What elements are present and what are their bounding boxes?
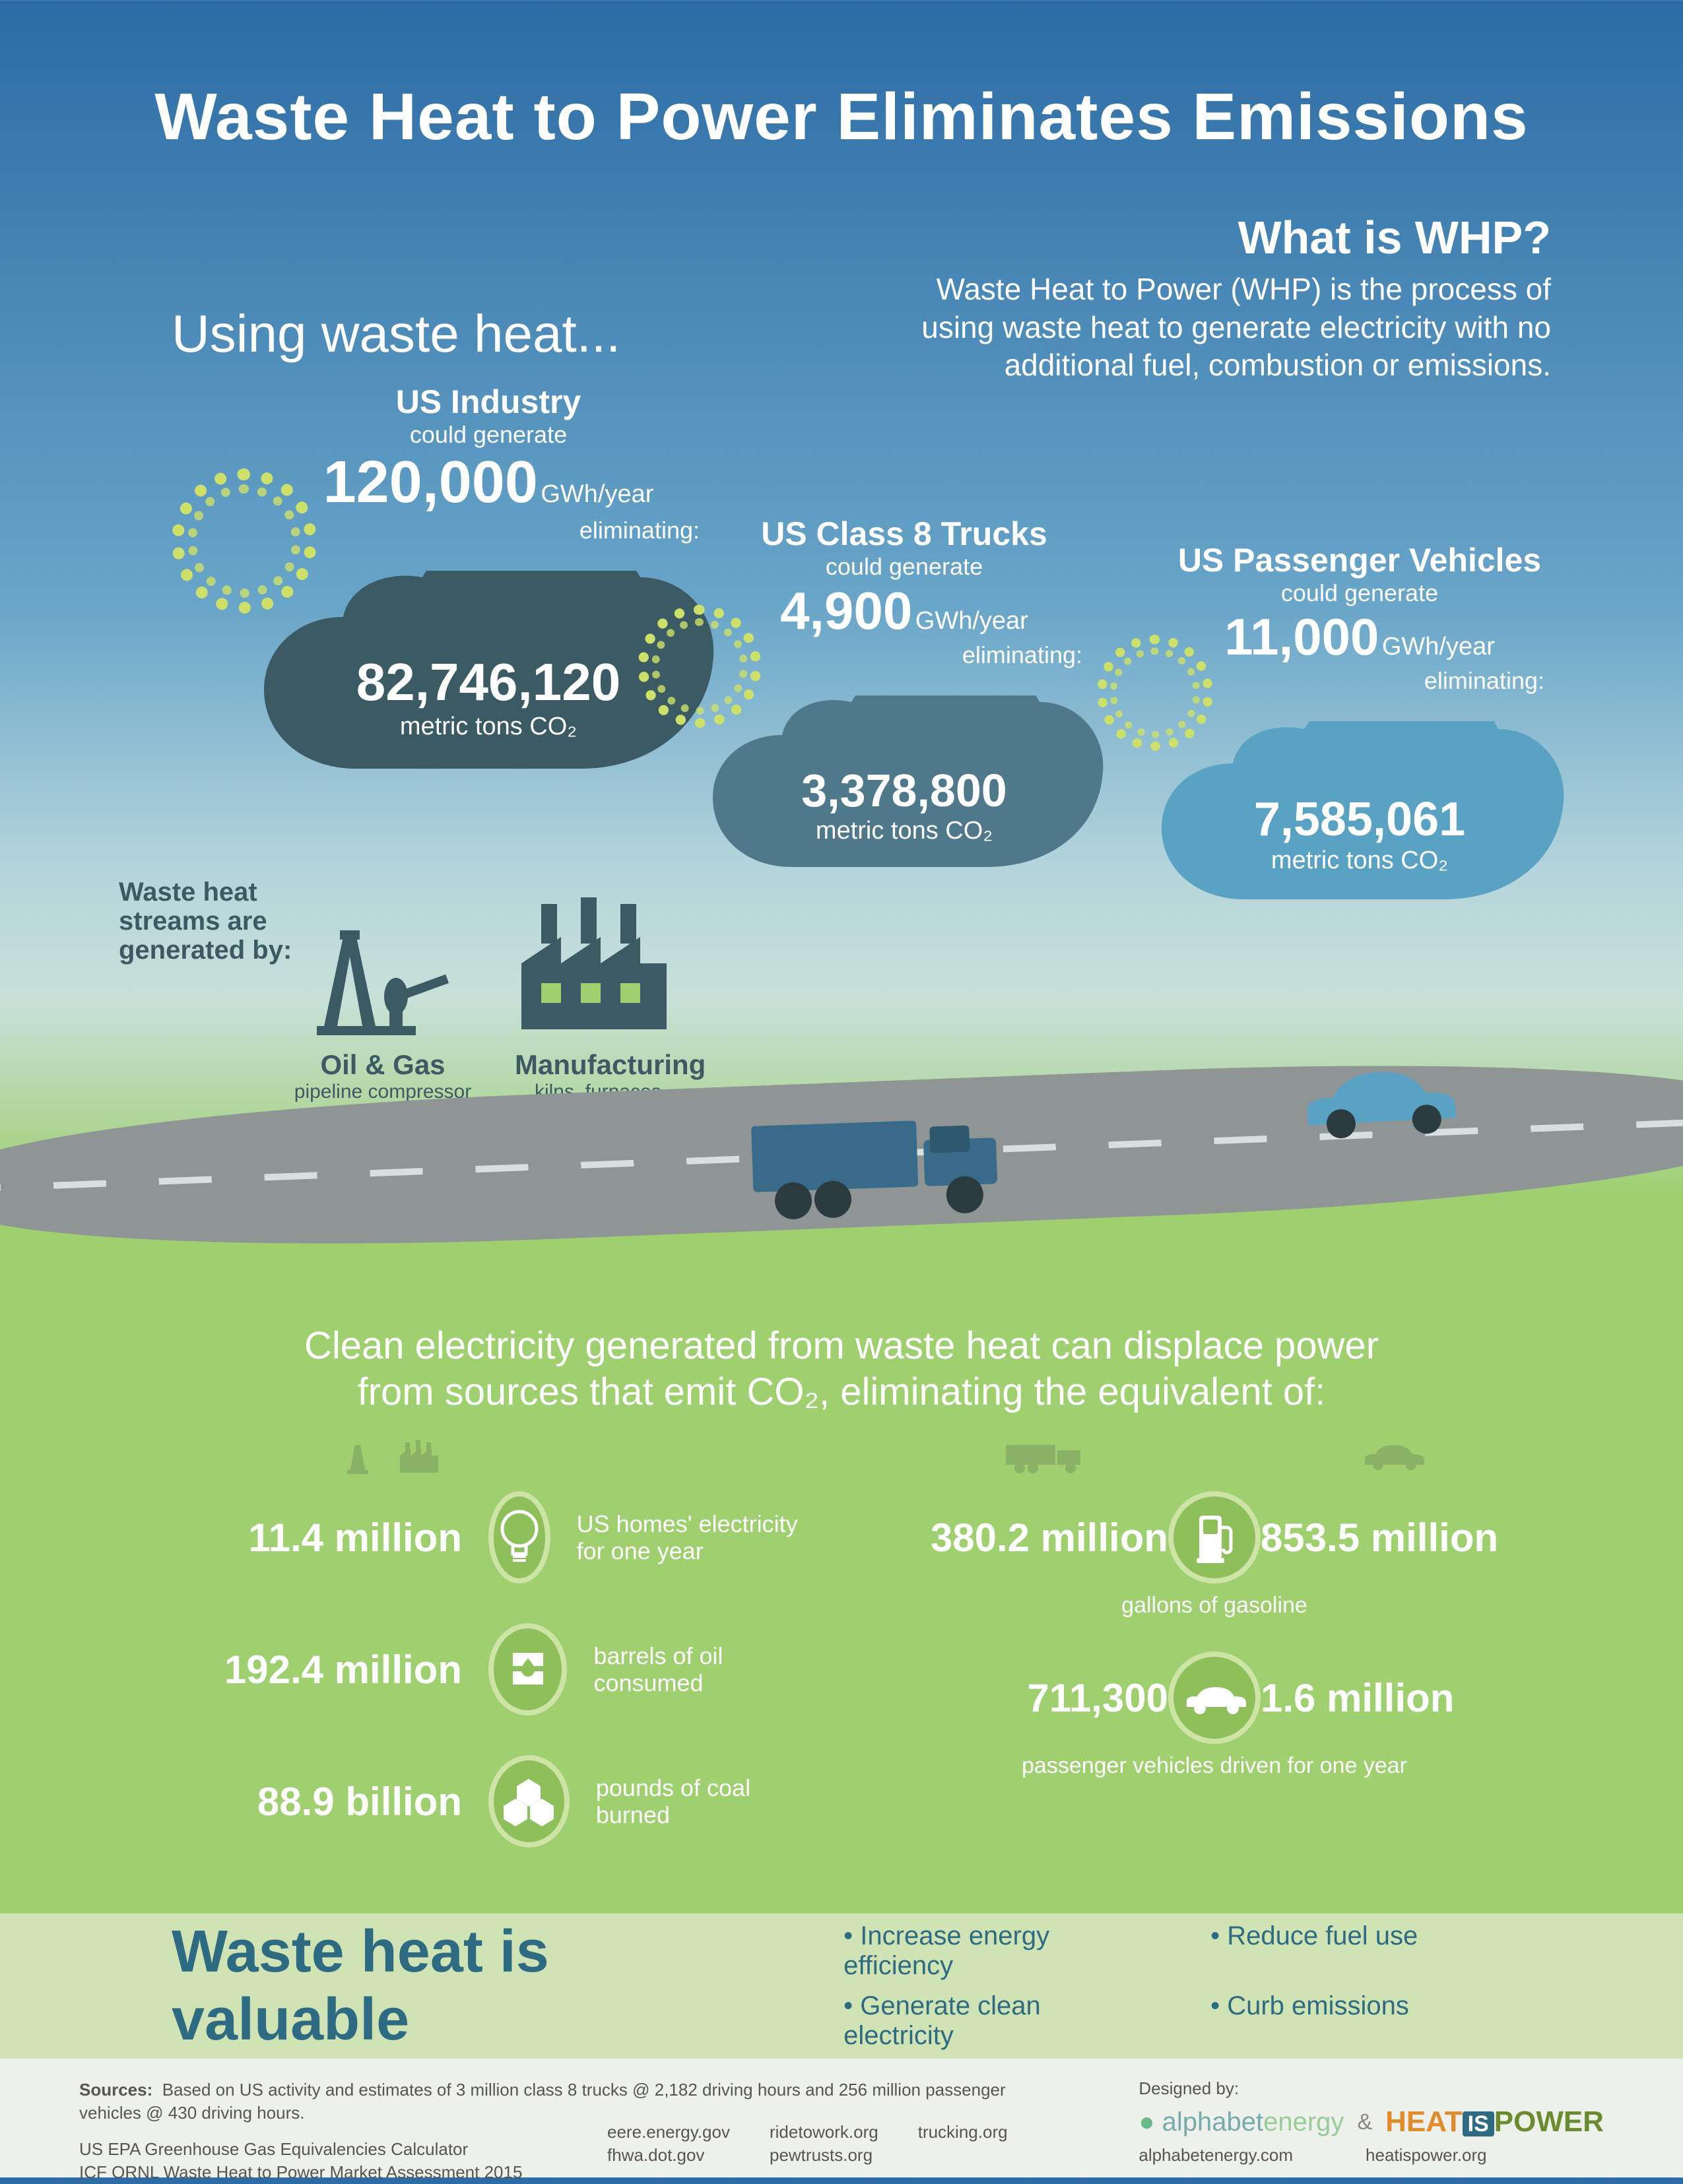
factory-icon [508, 884, 680, 1043]
valuable-band: Waste heat is valuable Increase energy e… [0, 1913, 1683, 2059]
eq-row-homes: 11.4 million US homes' electricity for o… [211, 1491, 799, 1584]
lightbulb-icon [488, 1491, 550, 1584]
cloud-co2-unit: metric tons CO₂ [816, 817, 993, 845]
truck-icon-small [1003, 1438, 1089, 1475]
cloud-title: US Class 8 Trucks [700, 515, 1109, 553]
cloud-shape-icon: 3,378,800 metric tons CO₂ [700, 695, 1109, 913]
gas-pump-icon [1168, 1491, 1261, 1584]
cloud-trucks: US Class 8 Trucks could generate 4,900 G… [700, 515, 1109, 913]
whp-definition: What is WHP? Waste Heat to Power (WHP) i… [858, 211, 1551, 385]
truck-icon [744, 1091, 1026, 1233]
valuable-bullets: Increase energy efficiency Reduce fuel u… [843, 1921, 1511, 2051]
page-title: Waste Heat to Power Eliminates Emissions [0, 0, 1683, 155]
cloud-co2: 3,378,800 [801, 764, 1006, 817]
cloud-value: 4,900 [780, 581, 912, 640]
cloud-industry: US Industry could generate 120,000 GWh/y… [251, 383, 726, 821]
oil-rig-icon [304, 911, 455, 1043]
designed-by: Designed by: ● alphabetenergy & HEATISPO… [1138, 2078, 1604, 2158]
coal-icon [488, 1755, 570, 1847]
cloud-co2-unit: metric tons CO₂ [400, 713, 577, 741]
whp-heading: What is WHP? [858, 211, 1551, 264]
footer: Sources: Based on US activity and estima… [0, 2059, 1683, 2177]
eq-row-gasoline: 380.2 million 853.5 million [917, 1491, 1511, 1584]
car-icon [1292, 1051, 1467, 1145]
cloud-unit: GWh/year [1382, 633, 1495, 660]
heat-is-power-logo: HEATISPOWER [1385, 2105, 1604, 2138]
eq-row-coal: 88.9 billion pounds of coal burned [211, 1755, 799, 1847]
using-waste-heat-label: Using waste heat... [172, 304, 620, 364]
industry-icons-small [343, 1438, 442, 1475]
cloud-unit: GWh/year [541, 480, 653, 508]
cloud-title: US Passenger Vehicles [1148, 541, 1571, 579]
valuable-heading: Waste heat is valuable [172, 1918, 764, 2054]
cloud-title: US Industry [251, 383, 726, 421]
whp-body: Waste Heat to Power (WHP) is the process… [858, 271, 1551, 385]
cloud-unit: GWh/year [915, 607, 1028, 635]
cloud-sub: could generate [1148, 579, 1571, 607]
cloud-sub: could generate [700, 553, 1109, 581]
cloud-passenger: US Passenger Vehicles could generate 11,… [1148, 541, 1571, 946]
alphabet-energy-logo: ● alphabetenergy [1138, 2107, 1344, 2137]
eq-sub-gas: gallons of gasoline [917, 1593, 1511, 1619]
cloud-sub: could generate [251, 421, 726, 449]
oil-barrel-icon [488, 1623, 567, 1716]
green-section-heading: Clean electricity generated from waste h… [0, 1323, 1683, 1415]
cloud-value: 120,000 [323, 449, 538, 515]
eq-sub-veh: passenger vehicles driven for one year [917, 1753, 1511, 1779]
equivalencies-grid: 11.4 million US homes' electricity for o… [211, 1491, 1511, 1847]
cloud-shape-icon: 7,585,061 metric tons CO₂ [1148, 721, 1571, 946]
vehicle-icon [1168, 1652, 1261, 1744]
cloud-co2-unit: metric tons CO₂ [1271, 847, 1448, 875]
cloud-value: 11,000 [1224, 608, 1379, 666]
car-icon-small [1360, 1438, 1426, 1471]
eq-row-oil: 192.4 million barrels of oil consumed [211, 1623, 799, 1716]
cloud-co2: 82,746,120 [356, 652, 620, 713]
cloud-co2: 7,585,061 [1254, 792, 1465, 847]
eq-row-vehicles: 711,300 1.6 million [917, 1652, 1511, 1744]
streams-label: Waste heat streams are generated by: [119, 878, 317, 965]
cloud-elim-label: eliminating: [251, 517, 726, 544]
